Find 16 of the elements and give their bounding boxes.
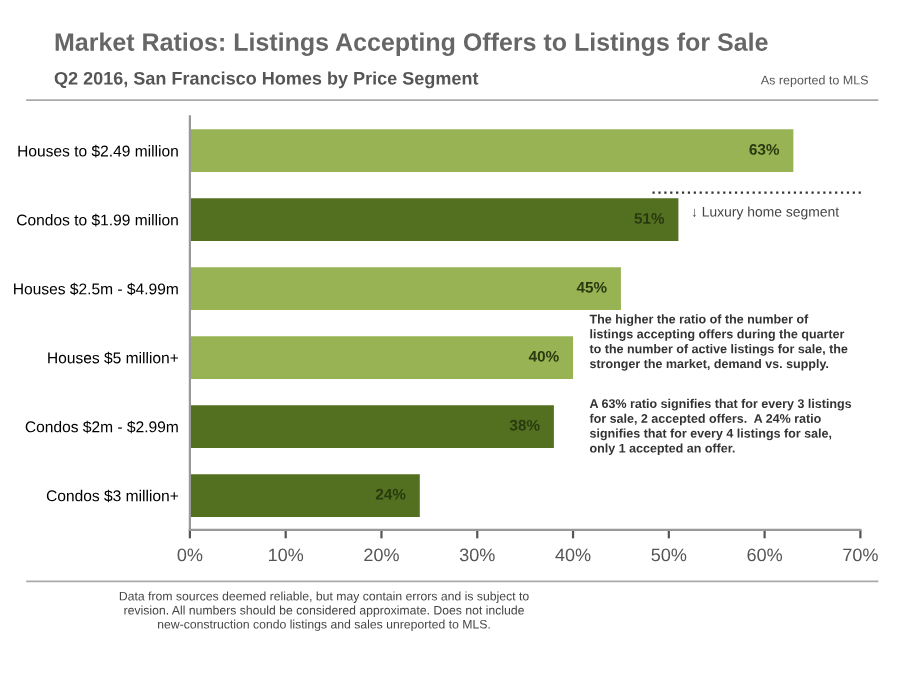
- x-tick-label: 30%: [459, 548, 495, 562]
- bar: [189, 336, 574, 379]
- bar: [189, 198, 679, 242]
- bar: [189, 474, 420, 517]
- bar: [189, 405, 554, 448]
- x-tick-label: 40%: [555, 548, 591, 562]
- x-tick-label: 50%: [651, 548, 687, 562]
- x-tick-label: 70%: [843, 548, 878, 562]
- chart-subtitle: Q2 2016, San Francisco Homes by Price Segment: [54, 71, 479, 89]
- chart-title: Market Ratios: Listings Accepting Offers to Listings for Sale: [55, 32, 768, 56]
- bar: [189, 129, 794, 173]
- x-tick-label: 20%: [364, 548, 399, 562]
- x-tick-label: 60%: [747, 548, 783, 562]
- x-tick-label: 10%: [268, 548, 304, 562]
- bar: [189, 267, 621, 311]
- x-tick-label: 0%: [177, 548, 203, 562]
